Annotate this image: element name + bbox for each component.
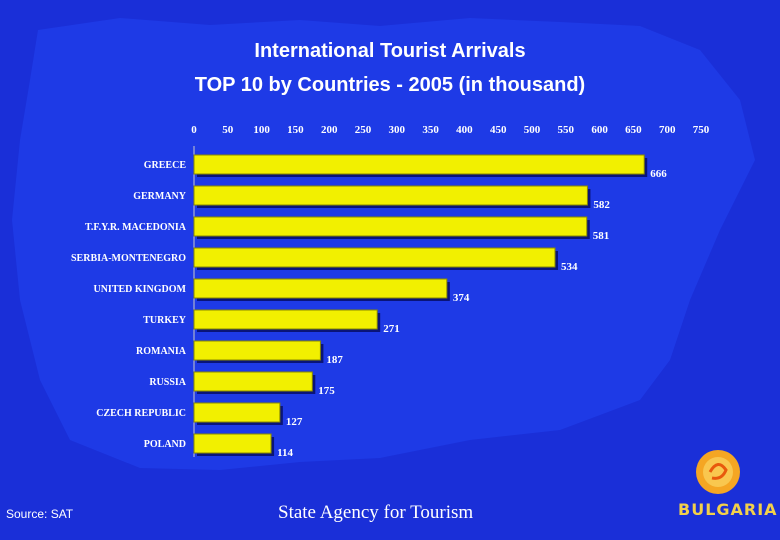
x-tick-label: 300: [389, 124, 406, 136]
value-label: 175: [318, 385, 335, 397]
x-tick-label: 150: [287, 124, 304, 136]
x-tick-label: 600: [591, 124, 608, 136]
bar: [193, 154, 645, 175]
bar: [193, 278, 448, 299]
value-label: 187: [326, 354, 343, 366]
category-label: CZECH REPUBLIC: [96, 408, 186, 419]
value-label: 534: [561, 261, 578, 273]
bulgaria-logo-icon: [696, 450, 740, 494]
bar: [193, 402, 281, 423]
logo-text: BULGARIA: [678, 500, 778, 519]
category-label: TURKEY: [143, 315, 187, 326]
chart-title-line2: TOP 10 by Countries - 2005 (in thousand): [194, 74, 586, 96]
x-tick-label: 550: [558, 124, 575, 136]
x-tick-label: 400: [456, 124, 473, 136]
x-tick-label: 200: [321, 124, 338, 136]
x-tick-label: 700: [659, 124, 676, 136]
value-label: 666: [650, 168, 667, 180]
x-tick-label: 450: [490, 124, 507, 136]
value-label: 114: [277, 447, 293, 459]
category-label: ROMANIA: [136, 346, 187, 357]
category-label: GREECE: [144, 160, 187, 171]
value-label: 374: [453, 292, 470, 304]
category-label: SERBIA-MONTENEGRO: [71, 253, 186, 264]
x-tick-label: 50: [222, 124, 234, 136]
category-label: POLAND: [144, 439, 186, 450]
category-label: GERMANY: [133, 191, 187, 202]
value-label: 271: [383, 323, 400, 335]
category-label: RUSSIA: [149, 377, 186, 388]
bar: [193, 340, 321, 361]
bar: [193, 247, 556, 268]
bar: [193, 185, 588, 206]
value-label: 127: [286, 416, 303, 428]
category-label: T.F.Y.R. MACEDONIA: [85, 222, 187, 233]
x-tick-label: 500: [524, 124, 541, 136]
chart-title-line1: International Tourist Arrivals: [254, 40, 526, 62]
agency-name: State Agency for Tourism: [278, 502, 474, 523]
bar: [193, 309, 378, 330]
x-tick-label: 250: [355, 124, 372, 136]
x-tick-label: 650: [625, 124, 642, 136]
bar: [193, 433, 272, 454]
category-label: UNITED KINGDOM: [93, 284, 186, 295]
bar: [193, 216, 588, 237]
x-tick-label: 750: [693, 124, 710, 136]
x-tick-label: 350: [422, 124, 439, 136]
value-label: 581: [593, 230, 610, 242]
source-note: Source: SAT: [6, 507, 74, 521]
x-tick-label: 0: [191, 124, 197, 136]
value-label: 582: [593, 199, 610, 211]
bar: [193, 371, 313, 392]
x-tick-label: 100: [253, 124, 270, 136]
